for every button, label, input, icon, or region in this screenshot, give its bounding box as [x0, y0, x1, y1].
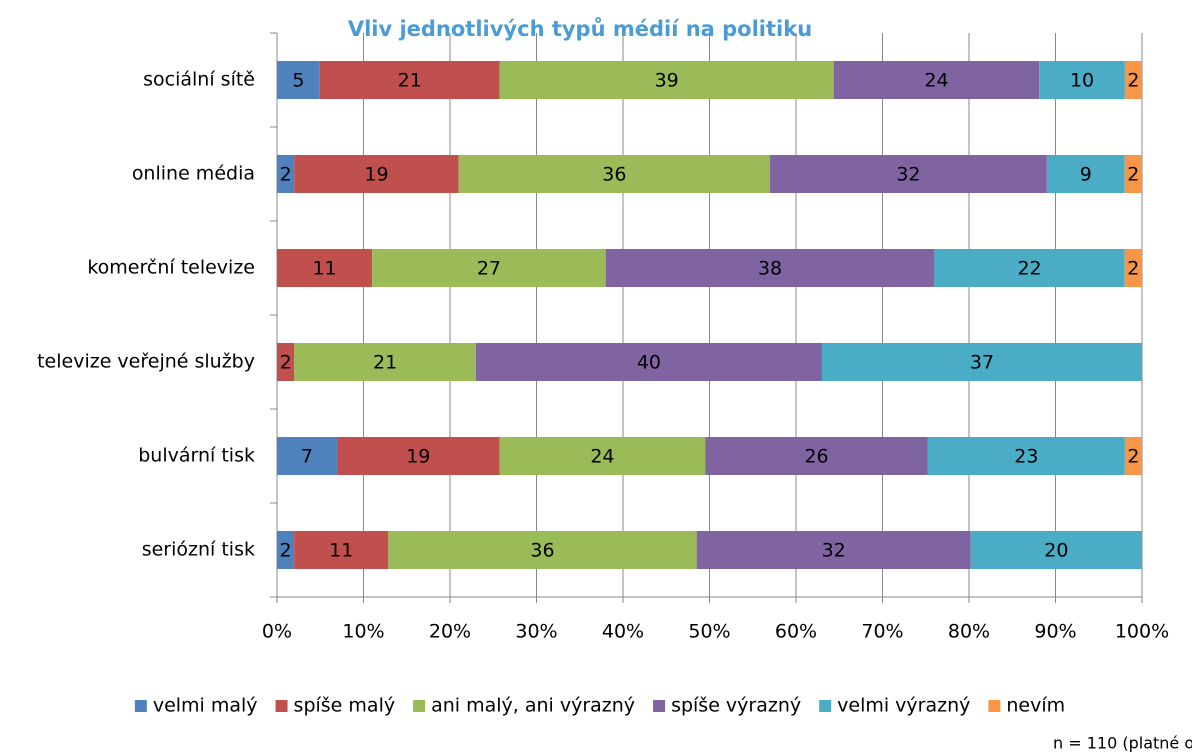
data-label: 2 — [280, 164, 292, 186]
y-tick-label: online média — [132, 163, 255, 185]
x-tick-label: 90% — [1034, 621, 1076, 643]
bar-segment — [1124, 61, 1142, 99]
bar-segment — [1124, 437, 1142, 475]
x-tick-label: 100% — [1115, 621, 1169, 643]
legend-swatch — [819, 700, 832, 712]
y-tick-label: bulvární tisk — [138, 445, 255, 467]
data-label: 36 — [530, 540, 554, 562]
data-label: 11 — [329, 540, 353, 562]
data-label: 23 — [1014, 446, 1038, 468]
data-label: 20 — [1044, 540, 1068, 562]
legend-label: ani malý, ani výrazný — [431, 695, 635, 717]
legend-label: spíše výrazný — [671, 695, 801, 717]
data-label: 21 — [398, 70, 422, 92]
y-tick-label: sociální sítě — [143, 69, 255, 91]
bar-segment — [294, 531, 389, 569]
data-label: 37 — [970, 352, 994, 374]
legend-label: velmi výrazný — [837, 695, 970, 717]
legend-swatch — [653, 700, 666, 712]
bar-segment — [499, 437, 706, 475]
bar-segment — [770, 155, 1047, 193]
bar-segment — [605, 249, 935, 287]
note: n = 110 (platné odpovědi) — [1053, 734, 1192, 753]
data-label: 11 — [312, 258, 336, 280]
bar-segment — [499, 61, 834, 99]
x-tick-label: 30% — [515, 621, 557, 643]
bar-segment — [696, 531, 971, 569]
data-label: 24 — [590, 446, 614, 468]
bar-segment — [277, 343, 295, 381]
bar-segment — [277, 249, 373, 287]
data-label: 10 — [1070, 70, 1094, 92]
x-tick-label: 40% — [602, 621, 644, 643]
bar-segment — [277, 437, 337, 475]
data-label: 26 — [804, 446, 828, 468]
y-tick-label: televize veřejné služby — [37, 351, 255, 373]
data-label: 9 — [1080, 164, 1092, 186]
data-label: 2 — [1127, 164, 1139, 186]
data-label: 2 — [1127, 446, 1139, 468]
x-tick-label: 60% — [775, 621, 817, 643]
data-label: 40 — [637, 352, 661, 374]
data-label: 5 — [292, 70, 304, 92]
x-tick-label: 20% — [429, 621, 471, 643]
bar-segment — [1039, 61, 1125, 99]
legend-label: velmi malý — [153, 695, 258, 717]
bar-segment — [927, 437, 1125, 475]
x-tick-label: 70% — [861, 621, 903, 643]
y-tick-label: komerční televize — [87, 257, 255, 279]
bar-segment — [458, 155, 771, 193]
bar-segment — [821, 343, 1142, 381]
data-label: 32 — [822, 540, 846, 562]
chart-title: Vliv jednotlivých typů médií na politiku — [348, 17, 812, 41]
bar-segment — [1124, 249, 1142, 287]
legend-label: nevím — [1006, 695, 1065, 717]
data-label: 38 — [758, 258, 782, 280]
data-label: 22 — [1017, 258, 1041, 280]
data-label: 24 — [924, 70, 948, 92]
bar-segment — [388, 531, 697, 569]
legend-swatch — [988, 700, 1001, 712]
data-label: 21 — [373, 352, 397, 374]
x-tick-label: 50% — [688, 621, 730, 643]
bar-segment — [277, 155, 295, 193]
bar-segment — [372, 249, 606, 287]
data-label: 27 — [477, 258, 501, 280]
data-label: 2 — [1127, 258, 1139, 280]
data-label: 19 — [364, 164, 388, 186]
legend-swatch — [134, 700, 147, 712]
data-label: 2 — [1127, 70, 1139, 92]
bar-segment — [475, 343, 822, 381]
bar-segment — [336, 437, 500, 475]
data-label: 32 — [896, 164, 920, 186]
bar-segment — [970, 531, 1142, 569]
data-label: 39 — [655, 70, 679, 92]
y-tick-label: seriózní tisk — [142, 539, 255, 561]
data-label: 2 — [280, 352, 292, 374]
x-tick-label: 0% — [262, 621, 292, 643]
bar-segment — [294, 155, 459, 193]
data-label: 7 — [301, 446, 313, 468]
x-tick-label: 80% — [948, 621, 990, 643]
bar-segment — [934, 249, 1125, 287]
legend-label: spíše malý — [294, 695, 396, 717]
legend-swatch — [413, 700, 426, 712]
bar-segment — [1046, 155, 1125, 193]
bar-segment — [319, 61, 500, 99]
bar-segment — [833, 61, 1040, 99]
bar-segment — [277, 531, 295, 569]
bar-segment — [705, 437, 928, 475]
data-label: 19 — [406, 446, 430, 468]
bar-segment — [1124, 155, 1142, 193]
x-tick-label: 10% — [342, 621, 384, 643]
data-label: 36 — [602, 164, 626, 186]
bar-segment — [294, 343, 476, 381]
legend-swatch — [275, 700, 288, 712]
data-label: 2 — [280, 540, 292, 562]
bar-segment — [277, 61, 320, 99]
